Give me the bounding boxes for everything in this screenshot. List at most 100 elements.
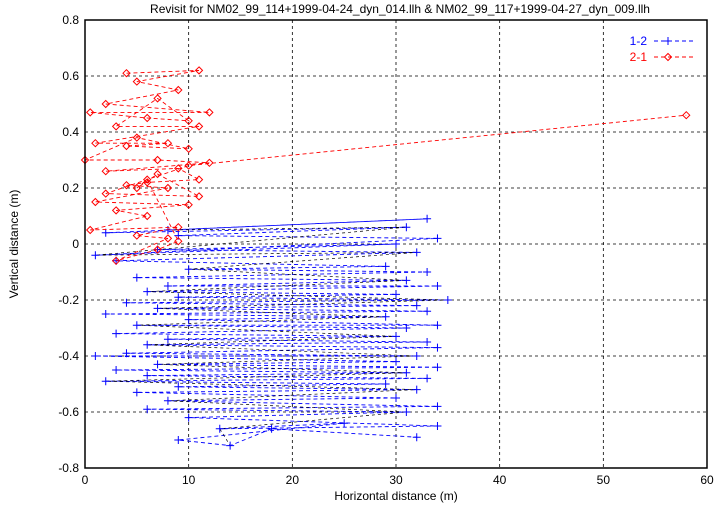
data-point bbox=[153, 245, 162, 254]
data-point bbox=[122, 298, 131, 307]
data-point bbox=[142, 113, 152, 123]
series-2-1 bbox=[80, 66, 691, 266]
data-point bbox=[433, 422, 442, 430]
data-point bbox=[101, 228, 110, 237]
data-point bbox=[402, 223, 411, 232]
data-point bbox=[423, 214, 432, 223]
data-point bbox=[184, 200, 193, 210]
x-axis-label: Horizontal distance (m) bbox=[334, 489, 457, 503]
data-point bbox=[153, 94, 162, 103]
data-point bbox=[111, 206, 121, 215]
data-point bbox=[111, 122, 121, 131]
data-point bbox=[132, 388, 141, 397]
data-point bbox=[392, 394, 400, 402]
data-point bbox=[381, 312, 390, 321]
series-1-2 bbox=[91, 214, 452, 450]
x-tick-label: 30 bbox=[389, 473, 403, 487]
data-point bbox=[184, 161, 193, 170]
data-point bbox=[163, 396, 172, 405]
legend: 1-2 2-1 bbox=[630, 34, 694, 64]
data-point bbox=[205, 108, 214, 117]
data-point bbox=[423, 338, 432, 346]
data-point bbox=[132, 133, 142, 142]
data-point bbox=[412, 385, 421, 394]
data-point bbox=[153, 169, 162, 179]
tick-labels: 0 10 20 30 40 50 60 -0.8 -0.6 -0.4 -0.2 0 0.2 0.4 0.6 0… bbox=[58, 13, 714, 487]
data-point bbox=[143, 287, 152, 296]
data-point bbox=[392, 290, 400, 299]
grid bbox=[85, 20, 707, 468]
data-point bbox=[122, 141, 131, 151]
data-point bbox=[132, 321, 141, 330]
data-point bbox=[443, 296, 452, 304]
data-point bbox=[122, 349, 131, 358]
data-point bbox=[340, 419, 349, 428]
y-tick-label: -0.4 bbox=[58, 349, 79, 363]
y-tick-label: -0.6 bbox=[58, 405, 79, 419]
data-point bbox=[122, 68, 131, 78]
data-point bbox=[163, 335, 172, 344]
data-point bbox=[433, 282, 442, 290]
y-tick-label: 0.4 bbox=[62, 125, 79, 139]
data-point bbox=[392, 240, 400, 248]
data-point bbox=[412, 248, 421, 257]
data-point bbox=[85, 108, 95, 117]
series-layer bbox=[80, 66, 691, 450]
plot-frame bbox=[84, 19, 708, 469]
y-tick-label: 0.2 bbox=[62, 181, 79, 195]
data-point bbox=[174, 293, 183, 302]
data-point bbox=[91, 251, 100, 260]
data-point bbox=[194, 66, 204, 75]
legend-label-1-2: 1-2 bbox=[630, 34, 648, 48]
data-point bbox=[402, 324, 411, 332]
data-point bbox=[423, 307, 432, 316]
data-point bbox=[184, 144, 193, 154]
data-point bbox=[132, 183, 142, 193]
data-point bbox=[423, 268, 432, 276]
data-point bbox=[101, 99, 110, 109]
data-point bbox=[194, 122, 204, 131]
data-point bbox=[143, 371, 152, 380]
data-point bbox=[215, 424, 224, 433]
data-point bbox=[174, 236, 183, 246]
data-point bbox=[402, 408, 411, 416]
data-point bbox=[101, 189, 110, 198]
data-point bbox=[433, 402, 442, 411]
x-tick-label: 60 bbox=[700, 473, 714, 487]
data-point bbox=[101, 310, 110, 318]
data-point bbox=[153, 360, 162, 369]
data-point bbox=[392, 332, 400, 341]
data-point bbox=[143, 340, 152, 349]
data-point bbox=[184, 116, 193, 126]
y-tick-label: -0.8 bbox=[58, 461, 79, 475]
data-point bbox=[101, 166, 110, 176]
series-line bbox=[84, 69, 687, 262]
data-point bbox=[163, 234, 173, 243]
data-point bbox=[112, 366, 121, 374]
data-point bbox=[111, 256, 121, 266]
data-point bbox=[412, 301, 421, 310]
data-point bbox=[163, 138, 173, 148]
data-point bbox=[174, 85, 183, 95]
data-point bbox=[132, 77, 142, 86]
data-point bbox=[184, 265, 193, 274]
data-point bbox=[91, 138, 100, 148]
data-point bbox=[402, 276, 411, 285]
data-point bbox=[184, 315, 193, 324]
x-tick-label: 50 bbox=[597, 473, 611, 487]
x-tick-label: 10 bbox=[182, 473, 196, 487]
data-point bbox=[433, 321, 442, 330]
series-line bbox=[95, 218, 448, 447]
data-point bbox=[174, 382, 183, 391]
y-tick-label: 0.6 bbox=[62, 69, 79, 83]
data-point bbox=[143, 405, 152, 414]
data-point bbox=[226, 441, 235, 450]
data-point bbox=[112, 329, 121, 338]
data-point bbox=[184, 413, 193, 422]
data-point bbox=[85, 225, 95, 235]
data-point bbox=[163, 282, 172, 290]
data-point bbox=[433, 363, 442, 372]
data-point bbox=[153, 155, 162, 165]
chart-title: Revisit for NM02_99_114+1999-04-24_dyn_0… bbox=[150, 2, 650, 16]
